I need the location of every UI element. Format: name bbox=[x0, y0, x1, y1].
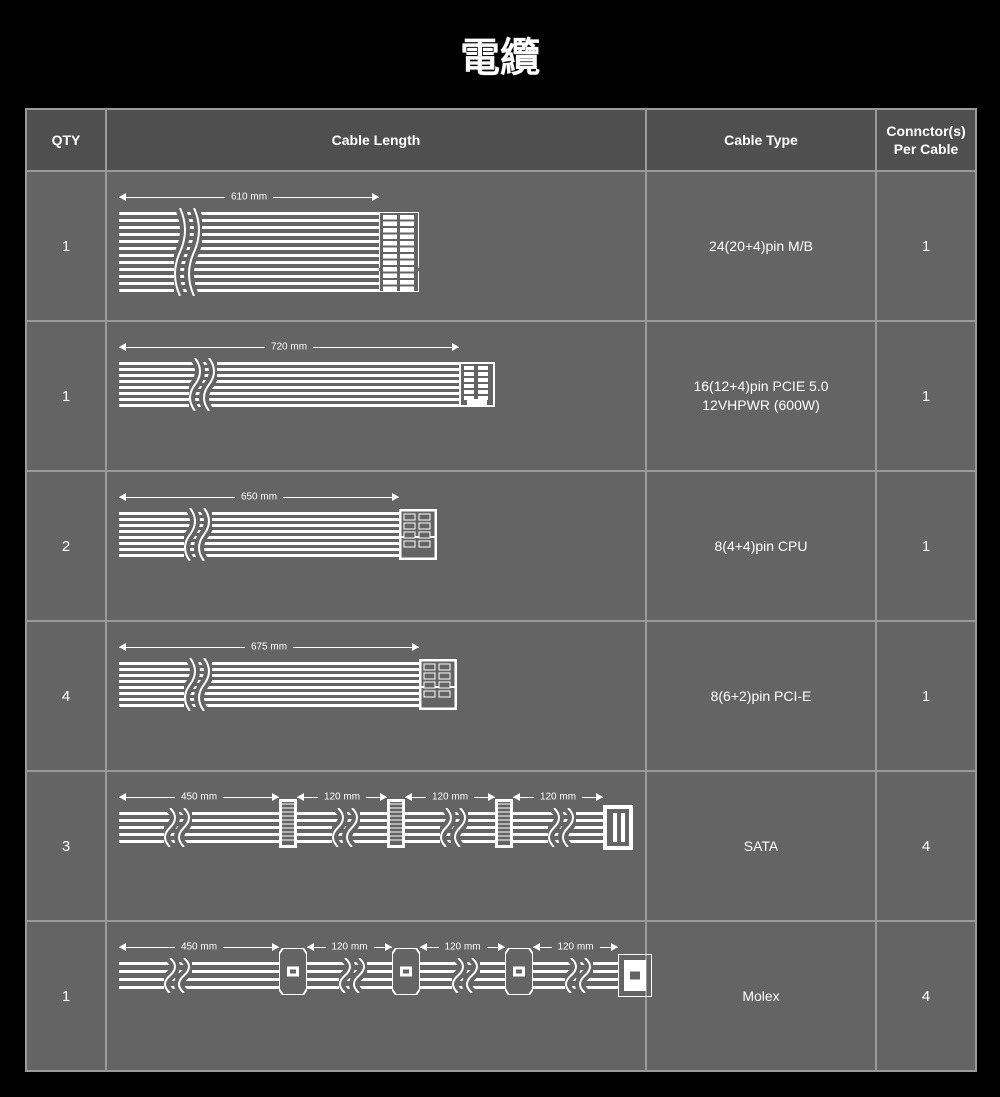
cell-connectors: 1 bbox=[876, 471, 976, 621]
cell-connectors: 4 bbox=[876, 771, 976, 921]
molex_end-plug-icon bbox=[618, 954, 652, 997]
dimension-label: 120 mm bbox=[307, 947, 392, 948]
cell-cable-diagram: 450 mm 120 mm 120 mm 120 mm bbox=[106, 921, 646, 1071]
col-header-length: Cable Length bbox=[106, 109, 646, 171]
sata-connector-icon bbox=[387, 799, 405, 848]
dimension-label: 450 mm bbox=[119, 947, 279, 948]
cell-type: 16(12+4)pin PCIE 5.0 12VHPWR (600W) bbox=[646, 321, 876, 471]
page-title: 電纜 bbox=[25, 25, 975, 83]
cell-connectors: 1 bbox=[876, 321, 976, 471]
cell-qty: 2 bbox=[26, 471, 106, 621]
dimension-label: 120 mm bbox=[405, 797, 495, 798]
cable-segment bbox=[119, 962, 279, 989]
table-row: 4 675 mm 8(6+2)pin PCI-E 1 bbox=[26, 621, 976, 771]
dimension-label: 120 mm bbox=[533, 947, 618, 948]
dimension-label: 675 mm bbox=[119, 647, 419, 648]
table-row: 3 450 mm 120 mm 120 mm 120 mm bbox=[26, 771, 976, 921]
cable-segment bbox=[119, 212, 379, 292]
cell-qty: 4 bbox=[26, 621, 106, 771]
molex-connector-icon bbox=[279, 948, 307, 995]
table-row: 2 650 mm 8(4+4)pin CPU 1 bbox=[26, 471, 976, 621]
sata-connector-icon bbox=[495, 799, 513, 848]
cable-spec-table: QTY Cable Length Cable Type Connctor(s) … bbox=[25, 108, 977, 1072]
cable-segment bbox=[420, 962, 505, 989]
cell-connectors: 1 bbox=[876, 171, 976, 321]
cell-qty: 3 bbox=[26, 771, 106, 921]
table-row: 1 610 mm 24(20+4)pin M/B 1 bbox=[26, 171, 976, 321]
cable-segment bbox=[119, 362, 459, 407]
cell-type: 8(6+2)pin PCI-E bbox=[646, 621, 876, 771]
cell-cable-diagram: 610 mm bbox=[106, 171, 646, 321]
cell-qty: 1 bbox=[26, 921, 106, 1071]
cell-type: Molex bbox=[646, 921, 876, 1071]
cable-segment bbox=[405, 812, 495, 843]
table-row: 1 450 mm 120 mm 120 mm 120 mm bbox=[26, 921, 976, 1071]
dimension-label: 120 mm bbox=[297, 797, 387, 798]
molex-connector-icon bbox=[392, 948, 420, 995]
cell-cable-diagram: 450 mm 120 mm 120 mm 120 mm bbox=[106, 771, 646, 921]
atx24-plug-icon bbox=[379, 212, 419, 292]
col-header-qty: QTY bbox=[26, 109, 106, 171]
cable-segment bbox=[513, 812, 603, 843]
cable-segment bbox=[119, 512, 399, 557]
cable-segment bbox=[119, 812, 279, 843]
sata_end-plug-icon bbox=[603, 805, 633, 850]
cell-connectors: 4 bbox=[876, 921, 976, 1071]
cell-type: SATA bbox=[646, 771, 876, 921]
dimension-label: 120 mm bbox=[420, 947, 505, 948]
cable-segment bbox=[119, 662, 419, 707]
table-row: 1 720 mm 16(12+4)pin PCIE 5.0 12VHPWR (6… bbox=[26, 321, 976, 471]
cell-qty: 1 bbox=[26, 321, 106, 471]
pcie8-plug-icon bbox=[419, 659, 457, 710]
cable-segment bbox=[307, 962, 392, 989]
cell-cable-diagram: 675 mm bbox=[106, 621, 646, 771]
cable-segment bbox=[533, 962, 618, 989]
sata-connector-icon bbox=[279, 799, 297, 848]
dimension-label: 120 mm bbox=[513, 797, 603, 798]
hpwr-plug-icon bbox=[459, 362, 495, 407]
cable-segment bbox=[297, 812, 387, 843]
dimension-label: 610 mm bbox=[119, 197, 379, 198]
molex-connector-icon bbox=[505, 948, 533, 995]
dimension-label: 720 mm bbox=[119, 347, 459, 348]
dimension-label: 450 mm bbox=[119, 797, 279, 798]
col-header-type: Cable Type bbox=[646, 109, 876, 171]
cell-cable-diagram: 720 mm bbox=[106, 321, 646, 471]
cell-type: 24(20+4)pin M/B bbox=[646, 171, 876, 321]
cell-type: 8(4+4)pin CPU bbox=[646, 471, 876, 621]
dimension-label: 650 mm bbox=[119, 497, 399, 498]
cell-cable-diagram: 650 mm bbox=[106, 471, 646, 621]
cell-connectors: 1 bbox=[876, 621, 976, 771]
cell-qty: 1 bbox=[26, 171, 106, 321]
cpu8-plug-icon bbox=[399, 509, 437, 560]
col-header-connectors: Connctor(s) Per Cable bbox=[876, 109, 976, 171]
